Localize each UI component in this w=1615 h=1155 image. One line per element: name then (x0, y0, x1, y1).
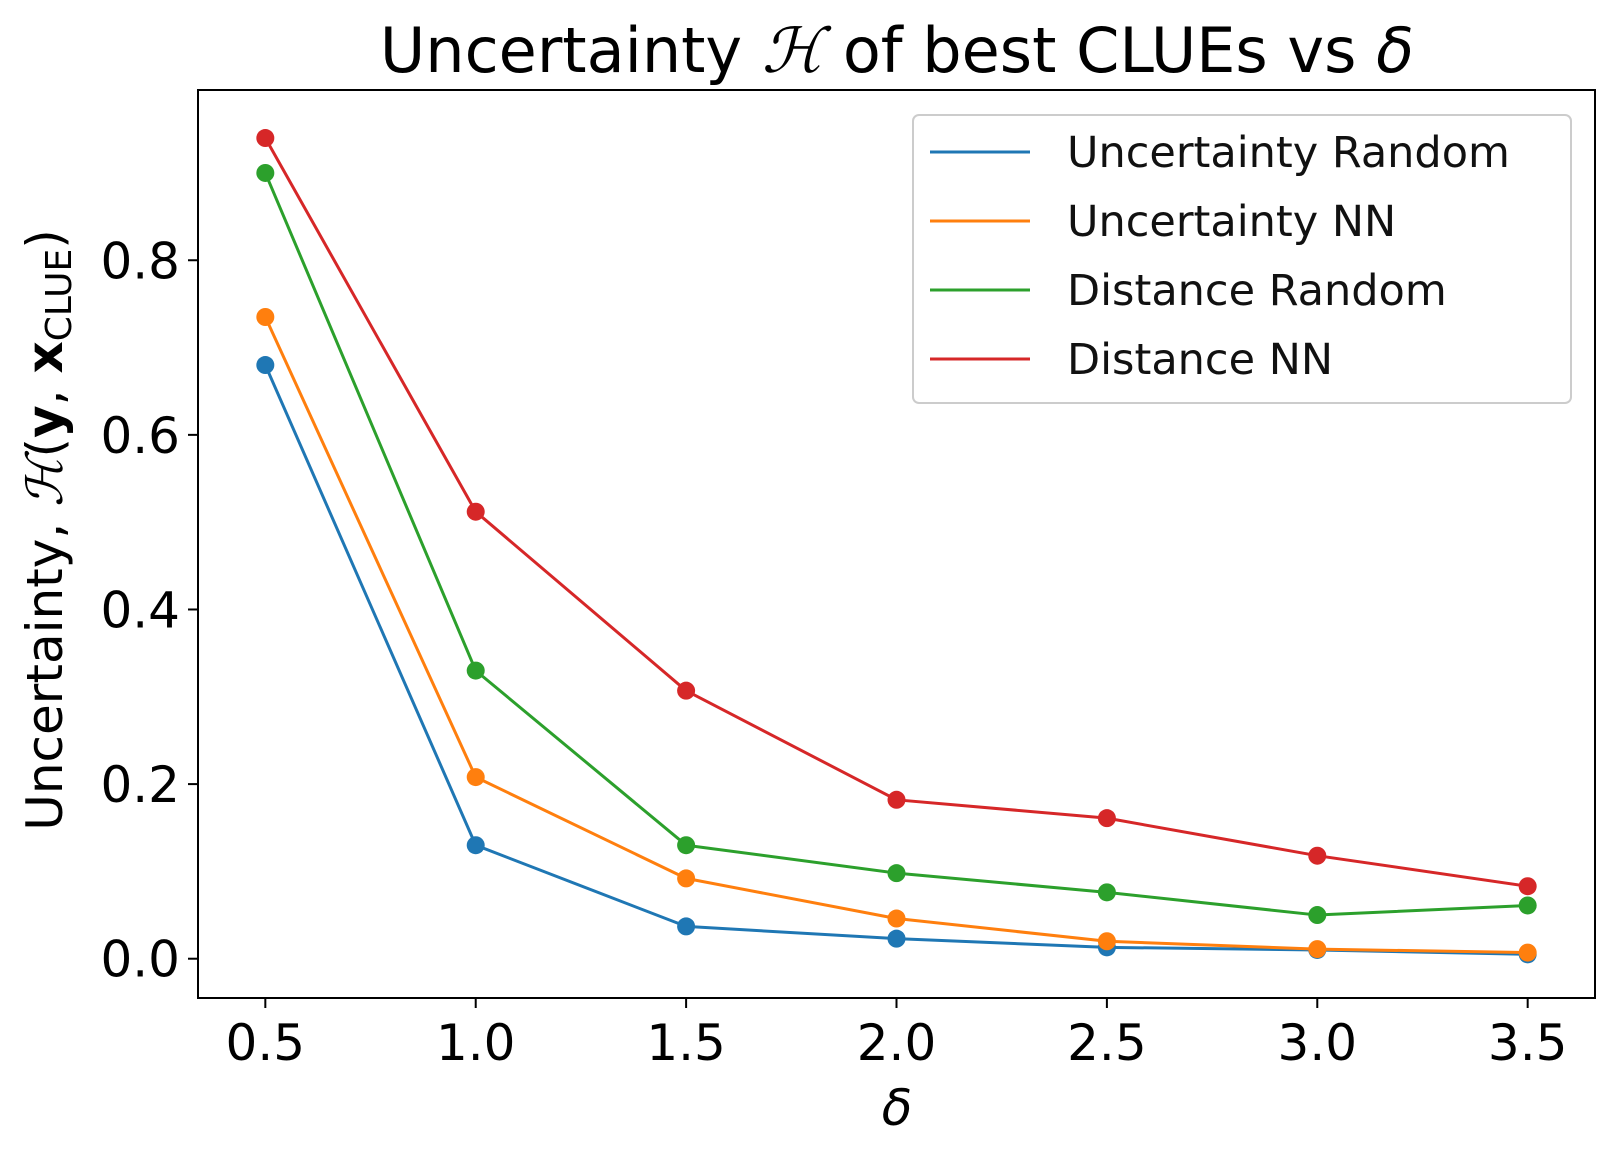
data-point-distance-nn (256, 129, 275, 148)
series-distance-nn (256, 129, 1537, 896)
data-point-distance-nn (1097, 809, 1116, 828)
data-point-distance-random (1308, 906, 1327, 925)
x-tick-label: 0.5 (226, 1014, 306, 1072)
x-tick-label: 3.0 (1278, 1014, 1358, 1072)
data-point-uncertainty-nn (1308, 940, 1327, 959)
x-tick-label: 2.5 (1067, 1014, 1147, 1072)
legend: Uncertainty Random Uncertainty NN Distance… (912, 114, 1572, 404)
series-distance-random (256, 163, 1537, 925)
data-point-uncertainty-nn (466, 768, 485, 787)
legend-label-uncertainty-nn: Uncertainty NN (1067, 197, 1396, 247)
series-uncertainty-nn (256, 308, 1537, 962)
data-point-uncertainty-nn (1097, 932, 1116, 951)
y-tick-label: 0.8 (100, 232, 180, 290)
data-point-distance-random (466, 661, 485, 680)
data-point-distance-nn (887, 790, 906, 809)
legend-label-distance-random: Distance Random (1067, 266, 1447, 316)
data-point-uncertainty-nn (677, 869, 696, 888)
legend-box (912, 114, 1572, 404)
x-axis-label: δ (882, 1079, 913, 1137)
y-axis-label: Uncertainty, ℋ(y, xCLUE) (16, 229, 80, 831)
data-point-distance-random (887, 864, 906, 883)
data-point-uncertainty-nn (887, 909, 906, 928)
chart-title: Uncertainty ℋ of best CLUEs vs δ (380, 14, 1414, 87)
data-point-uncertainty-nn (1518, 943, 1537, 962)
x-tick-label: 3.5 (1488, 1014, 1568, 1072)
data-point-uncertainty-nn (256, 308, 275, 326)
data-point-distance-random (256, 163, 275, 182)
data-point-distance-nn (1518, 877, 1537, 896)
data-point-distance-random (1097, 883, 1116, 902)
y-axis: 0.0 0.2 0.4 0.6 0.8 (100, 232, 198, 989)
data-point-distance-nn (1308, 846, 1327, 865)
series-group (256, 129, 1537, 964)
data-point-uncertainty-random (466, 836, 485, 855)
legend-label-uncertainty-random: Uncertainty Random (1067, 128, 1510, 178)
data-point-uncertainty-random (256, 356, 275, 375)
data-point-distance-nn (466, 502, 485, 521)
x-axis: 0.5 1.0 1.5 2.0 2.5 3.0 3.5 (226, 998, 1568, 1072)
legend-label-distance-nn: Distance NN (1067, 335, 1333, 385)
y-tick-label: 0.0 (100, 931, 180, 989)
x-tick-label: 1.0 (436, 1014, 516, 1072)
y-tick-label: 0.6 (100, 407, 180, 465)
x-tick-label: 1.5 (646, 1014, 726, 1072)
data-point-distance-random (1518, 896, 1537, 915)
data-point-uncertainty-random (677, 917, 696, 936)
data-point-distance-random (677, 836, 696, 855)
y-tick-label: 0.2 (100, 756, 180, 814)
data-point-uncertainty-random (887, 929, 906, 948)
y-tick-label: 0.4 (100, 581, 180, 639)
data-point-distance-nn (677, 681, 696, 700)
x-tick-label: 2.0 (857, 1014, 937, 1072)
